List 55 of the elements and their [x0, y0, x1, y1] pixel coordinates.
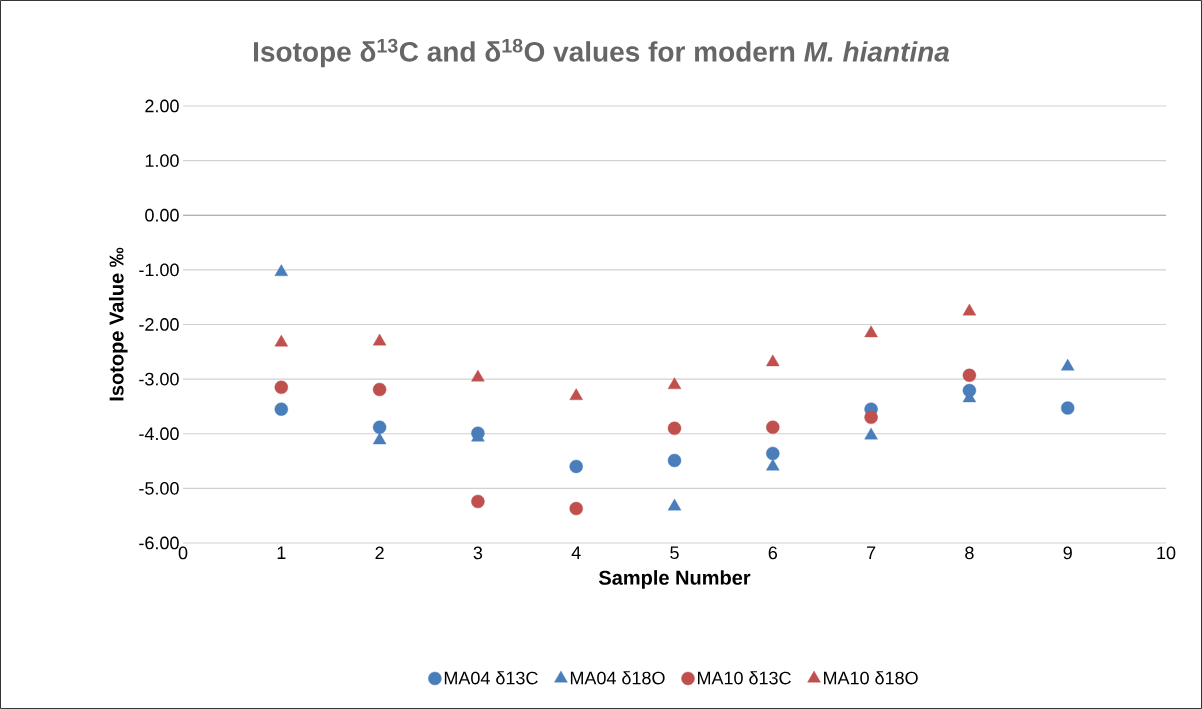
point	[766, 354, 780, 367]
point	[274, 334, 288, 347]
legend-label: MA04 δ13C	[444, 671, 538, 685]
y-tick-label: 0.00	[145, 208, 179, 222]
y-tick-label: -4.00	[139, 427, 179, 441]
point	[962, 303, 977, 316]
legend-label: MA10 δ18O	[824, 671, 918, 685]
point	[667, 377, 682, 390]
point	[667, 421, 682, 435]
point	[274, 402, 289, 416]
point	[864, 325, 878, 338]
point	[274, 264, 288, 276]
point	[471, 494, 485, 509]
point	[274, 380, 289, 395]
point	[864, 410, 878, 425]
y-tick-label: -3.00	[139, 372, 179, 386]
point	[1061, 401, 1075, 415]
x-tick-label: 0	[178, 546, 188, 560]
x-axis-title: Sample Number	[598, 570, 751, 589]
point	[569, 501, 583, 516]
y-tick-label: -6.00	[139, 536, 179, 550]
y-axis-title: Isotope Value ‰	[108, 247, 128, 401]
x-tick-label: 9	[1063, 546, 1072, 560]
y-tick-label: 1.00	[145, 154, 179, 167]
point	[372, 420, 387, 434]
point	[569, 388, 583, 400]
x-tick-label: 1	[277, 546, 286, 559]
y-tick-label: -5.00	[139, 481, 179, 495]
chart-title: Isotope δ$^{13}$C and δ$^{18}$O values for modern M. hiantina	[254, 38, 950, 68]
y-tick-label: -2.00	[139, 318, 179, 331]
point	[864, 427, 878, 440]
legend-label: MA04 δ18O	[570, 671, 665, 685]
x-tick-label: 7	[867, 546, 876, 559]
x-tick-label: 4	[571, 546, 581, 559]
x-tick-label: 8	[965, 546, 974, 560]
point	[372, 432, 387, 445]
y-tick-label: -1.00	[139, 263, 179, 277]
point	[766, 420, 780, 434]
point	[471, 369, 485, 382]
point	[766, 458, 780, 471]
point	[372, 382, 387, 397]
y-tick-label: 2.00	[145, 99, 179, 113]
point	[372, 333, 387, 346]
legend-label: MA10 δ13C	[697, 671, 791, 685]
x-tick-label: 6	[768, 546, 778, 560]
x-tick-label: 2	[375, 546, 384, 560]
point	[667, 453, 682, 468]
x-tick-label: 3	[473, 546, 483, 560]
point	[1061, 358, 1075, 371]
point	[667, 498, 682, 511]
point	[569, 459, 583, 474]
point	[766, 446, 780, 461]
x-tick-label: 5	[670, 546, 679, 560]
x-tick-label: 10	[1157, 546, 1176, 560]
point	[962, 368, 977, 382]
